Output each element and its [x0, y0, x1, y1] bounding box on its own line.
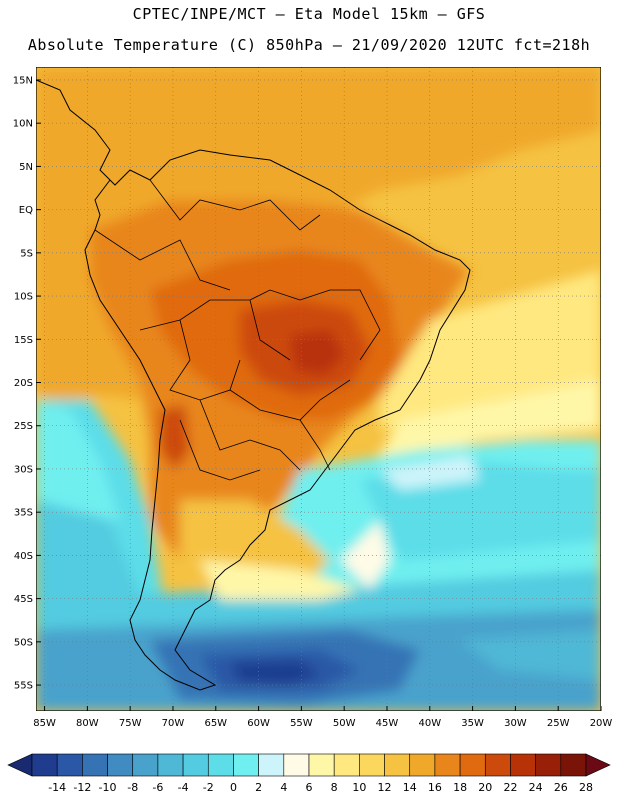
lat-label: 40S — [14, 551, 33, 562]
colorbar-label: -6 — [152, 781, 163, 794]
colorbar-swatch — [283, 753, 310, 777]
lon-label: 40W — [418, 718, 441, 729]
lat-label: EQ — [19, 205, 33, 216]
lat-label: 15N — [13, 75, 33, 86]
map-title-line2: Absolute Temperature (C) 850hPa – 21/09/… — [27, 36, 591, 54]
colorbar-swatch — [333, 753, 360, 777]
colorbar-labels: -14 -12 -10 -8 -6 -4 -2 0 2 4 6 8 10 12 14 16 18 20 22 24 26… — [48, 781, 593, 794]
colorbar-label: 10 — [352, 781, 366, 794]
colorbar-label: 22 — [503, 781, 517, 794]
lon-label: 75W — [119, 718, 142, 729]
lon-label: 20W — [590, 718, 613, 729]
lon-label: 65W — [204, 718, 227, 729]
colorbar-swatch — [31, 753, 58, 777]
lat-label: 50S — [14, 637, 33, 648]
latitude-labels: 15N 10N 5N EQ 5S 10S 15S 20S 25S 30S 35S 40S 45S 50S 5… — [13, 75, 41, 692]
colorbar-swatch — [359, 753, 385, 777]
colorbar-swatch — [409, 753, 436, 777]
colorbar-label: 16 — [428, 781, 442, 794]
colorbar-label: -2 — [203, 781, 214, 794]
colorbar-label: -4 — [178, 781, 189, 794]
lat-label: 35S — [14, 508, 33, 519]
lat-label: 30S — [14, 464, 33, 475]
lon-label: 35W — [461, 718, 484, 729]
colorbar-label: 4 — [280, 781, 287, 794]
lat-label: 10S — [14, 292, 33, 303]
colorbar-swatch — [233, 753, 259, 777]
colorbar-swatch — [484, 753, 511, 777]
colorbar-low-arrow — [7, 753, 33, 777]
lon-label: 30W — [504, 718, 527, 729]
lat-label: 20S — [14, 378, 33, 389]
colorbar-swatch — [308, 753, 335, 777]
lon-label: 60W — [247, 718, 270, 729]
colorbar-swatch — [384, 753, 411, 777]
colorbar-swatch — [182, 753, 209, 777]
colorbar-label: 24 — [529, 781, 543, 794]
colorbar-label: 26 — [554, 781, 568, 794]
lat-label: 5N — [19, 162, 33, 173]
colorbar-label: 14 — [403, 781, 417, 794]
colorbar-label: 18 — [453, 781, 467, 794]
colorbar-label: -10 — [99, 781, 117, 794]
lon-label: 70W — [162, 718, 185, 729]
lon-label: 25W — [547, 718, 570, 729]
colorbar-swatch — [510, 753, 536, 777]
colorbar-label: 6 — [306, 781, 313, 794]
lon-label: 50W — [333, 718, 356, 729]
colorbar-label: 8 — [331, 781, 338, 794]
colorbar-high-arrow — [585, 753, 611, 777]
colorbar-label: 20 — [478, 781, 492, 794]
lat-label: 55S — [14, 681, 33, 692]
colorbar-swatch — [434, 753, 461, 777]
lat-label: 25S — [14, 421, 33, 432]
colorbar-swatch — [207, 753, 234, 777]
colorbar-label: -8 — [127, 781, 138, 794]
colorbar-swatch — [107, 753, 134, 777]
colorbar-swatch — [258, 753, 285, 777]
colorbar-label: 0 — [230, 781, 237, 794]
graticule-grid — [36, 67, 601, 711]
colorbar-label: 28 — [579, 781, 593, 794]
colorbar-swatch — [459, 753, 486, 777]
colorbar-swatch — [535, 753, 562, 777]
colorbar-label: -12 — [73, 781, 91, 794]
lat-label: 5S — [20, 248, 33, 259]
colorbar-swatch — [560, 753, 587, 777]
map-title-line1: CPTEC/INPE/MCT – Eta Model 15km – GFS — [132, 5, 486, 23]
colorbar-label: -14 — [48, 781, 66, 794]
colorbar-label: 12 — [378, 781, 392, 794]
lat-label: 15S — [14, 335, 33, 346]
lon-label: 45W — [376, 718, 399, 729]
lon-label: 55W — [290, 718, 313, 729]
lat-label: 10N — [13, 119, 33, 130]
colorbar-swatch — [56, 753, 83, 777]
coastline-south-america — [36, 79, 471, 691]
lon-label: 85W — [33, 718, 56, 729]
longitude-labels: 85W 80W 75W 70W 65W 60W 55W 50W 45W 40W 35W 30W 25W 2… — [33, 706, 612, 729]
colorbar-swatch — [157, 753, 184, 777]
lon-label: 80W — [76, 718, 99, 729]
lat-label: 45S — [14, 594, 33, 605]
country-borders — [94, 179, 381, 481]
colorbar-label: 2 — [255, 781, 262, 794]
colorbar-swatch — [82, 753, 108, 777]
colorbar — [7, 753, 611, 777]
temperature-field — [36, 67, 601, 711]
colorbar-swatch — [132, 753, 159, 777]
